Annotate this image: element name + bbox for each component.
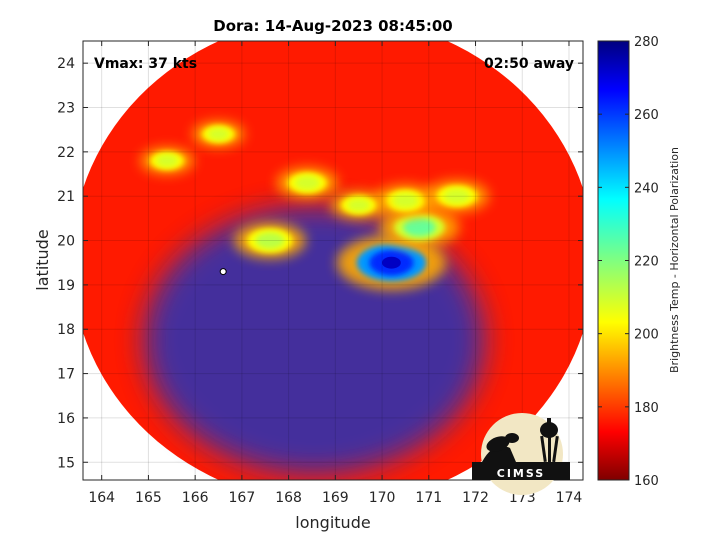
x-tick-label: 168 [275,490,302,506]
storm-center-marker [219,268,227,276]
y-tick-label: 22 [57,145,75,161]
svg-text:CIMSS: CIMSS [497,467,545,480]
x-tick-label: 174 [556,490,583,506]
y-tick-label: 17 [57,367,75,383]
y-tick-label: 15 [57,455,75,471]
colorbar-tick-label: 240 [634,181,659,196]
y-tick-label: 23 [57,101,75,117]
chart-title: Dora: 14-Aug-2023 08:45:00 [213,17,452,35]
y-tick-label: 21 [57,189,75,205]
x-tick-label: 165 [135,490,162,506]
x-tick-label: 164 [88,490,115,506]
y-tick-label: 16 [57,411,75,427]
x-tick-label: 170 [369,490,396,506]
cold-feature [379,207,460,248]
x-tick-label: 167 [229,490,256,506]
cold-features [140,121,489,290]
x-ticks: 164 165 166 167 168 169 170 171 172 173 174 [88,41,582,506]
cold-feature [424,180,489,213]
colorbar-ticks: 160 180 200 220 240 260 280 [598,35,659,489]
y-tick-label: 20 [57,234,75,250]
grid [83,41,583,480]
colorbar-tick-label: 220 [634,255,659,270]
y-tick-label: 18 [57,322,75,338]
colorbar-label: Brightness Temp - Horizontal Polarizatio… [668,147,681,373]
y-tick-label: 19 [57,278,75,294]
cold-feature [276,167,339,199]
cold-feature [336,235,446,290]
time-away-annotation: 02:50 away [484,56,574,72]
x-tick-label: 172 [462,490,489,506]
colorbar-tick-label: 200 [634,328,659,343]
x-tick-label: 171 [415,490,442,506]
cimss-logo: CIMSS [472,413,570,495]
cold-feature [330,191,387,220]
cold-feature [234,222,306,259]
x-tick-label: 166 [182,490,209,506]
axes-box [82,40,584,481]
cold-feature [373,184,438,217]
vmax-annotation: Vmax: 37 kts [94,56,197,72]
y-ticks: 15 16 17 18 19 20 21 22 23 24 [57,56,583,471]
y-tick-label: 24 [57,56,75,72]
colorbar-tick-label: 260 [634,108,659,123]
cold-feature [192,121,245,148]
colorbar-tick-label: 180 [634,401,659,416]
colorbar [597,40,630,481]
y-axis-label: latitude [33,229,52,290]
x-axis-label: longitude [295,513,370,532]
colorbar-tick-label: 280 [634,35,659,50]
x-tick-label: 169 [322,490,349,506]
colorbar-tick-label: 160 [634,474,659,489]
cold-feature [140,147,194,175]
